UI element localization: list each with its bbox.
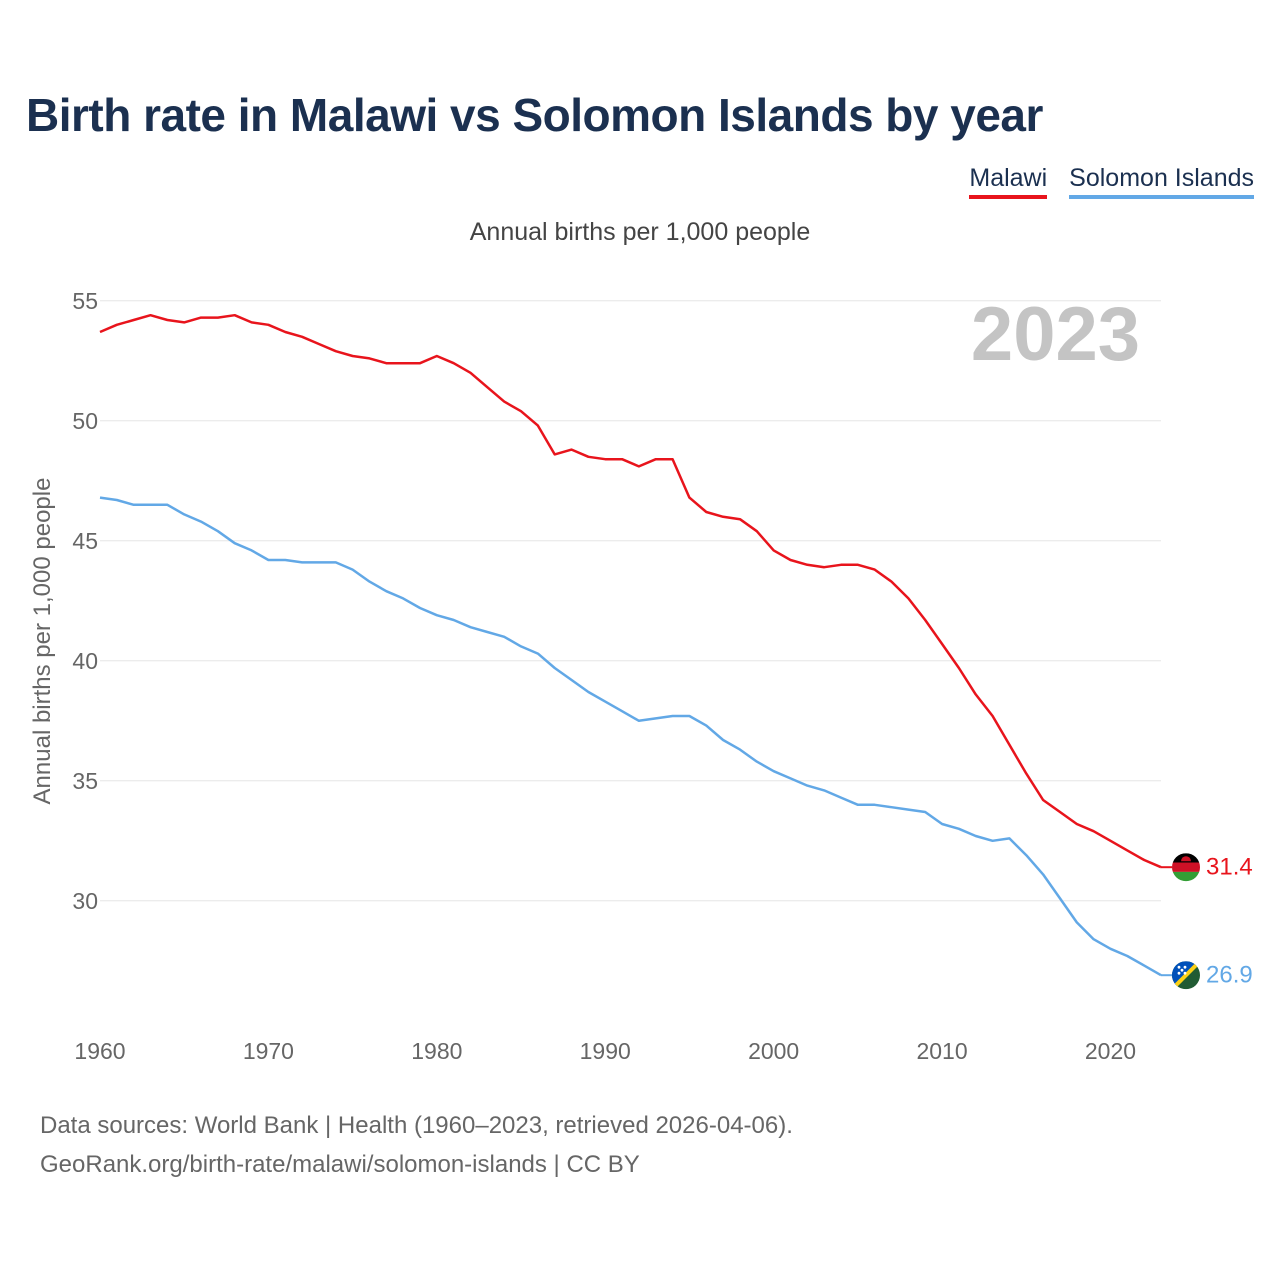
x-axis-ticks: 1960 1970 1980 1990 2000 2010 2020 — [74, 1038, 1136, 1064]
x-tick-label: 2000 — [748, 1038, 799, 1064]
line-chart: Annual births per 1,000 people 2023 30 35… — [29, 218, 1253, 1064]
y-tick-label: 30 — [72, 888, 98, 914]
series-lines — [99, 313, 1172, 977]
year-watermark: 2023 — [971, 292, 1140, 377]
footer: Data sources: World Bank | Health (1960–… — [40, 1106, 793, 1184]
legend-item-malawi[interactable]: Malawi — [969, 164, 1048, 199]
chart-title: Birth rate in Malawi vs Solomon Islands … — [26, 89, 1043, 141]
end-label-solomon-islands: 26.9 — [1206, 962, 1253, 989]
y-tick-label: 45 — [72, 528, 98, 554]
x-tick-label: 2010 — [916, 1038, 967, 1064]
legend-item-solomon-islands[interactable]: Solomon Islands — [1069, 164, 1254, 199]
series-line-malawi — [99, 313, 1162, 869]
grid-lines — [100, 300, 1161, 902]
series-line-solomon-islands — [99, 496, 1162, 977]
solomon-islands-flag-icon — [1172, 961, 1200, 990]
x-tick-label: 1970 — [243, 1038, 294, 1064]
y-tick-label: 55 — [72, 288, 98, 314]
y-tick-label: 40 — [72, 648, 98, 674]
x-tick-label: 1980 — [411, 1038, 462, 1064]
x-tick-label: 1960 — [74, 1038, 125, 1064]
footer-url: GeoRank.org/birth-rate/malawi/solomon-is… — [40, 1151, 640, 1178]
end-label-malawi: 31.4 — [1206, 854, 1253, 881]
malawi-flag-icon — [1172, 853, 1200, 882]
footer-sources: Data sources: World Bank | Health (1960–… — [40, 1112, 793, 1139]
y-axis-label: Annual births per 1,000 people — [29, 478, 56, 805]
y-axis-ticks: 30 35 40 45 50 55 — [72, 288, 98, 914]
legend: Malawi Solomon Islands — [969, 164, 1254, 199]
x-tick-label: 2020 — [1085, 1038, 1136, 1064]
x-tick-label: 1990 — [580, 1038, 631, 1064]
chart-subtitle: Annual births per 1,000 people — [470, 218, 811, 246]
y-tick-label: 35 — [72, 768, 98, 794]
y-tick-label: 50 — [72, 408, 98, 434]
